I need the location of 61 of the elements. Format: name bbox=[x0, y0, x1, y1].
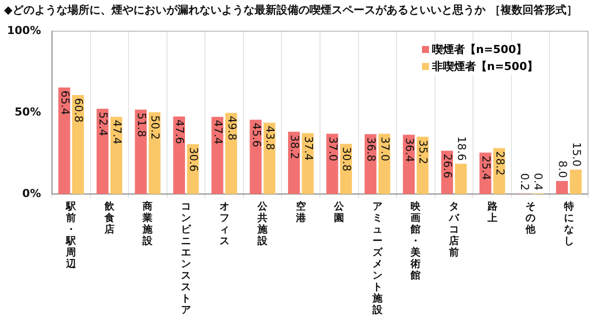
bar bbox=[72, 95, 84, 194]
data-label: 45.6 bbox=[250, 122, 263, 148]
data-label: 60.8 bbox=[72, 98, 86, 123]
data-label: 26.6 bbox=[441, 154, 454, 178]
x-tick-label: タバコ店前 bbox=[448, 201, 460, 258]
data-label: 0.2 bbox=[518, 173, 531, 191]
bar bbox=[96, 108, 108, 194]
x-tick-label: 駅前・駅周辺 bbox=[65, 200, 78, 270]
data-label: 49.8 bbox=[225, 116, 238, 140]
data-label: 50.2 bbox=[148, 115, 162, 140]
chart-title: ◆どのような場所に、煙やにおいが漏れないような最新設備の喫煙スペースがあるといいと思うか ［複数回答形式］ bbox=[4, 3, 578, 16]
x-tick-label: 空港 bbox=[294, 200, 307, 224]
data-label: 47.4 bbox=[212, 120, 225, 144]
x-tick-label: その他 bbox=[524, 201, 537, 236]
y-tick-label: 0% bbox=[22, 186, 41, 200]
x-tick-label: 商業施設 bbox=[142, 200, 154, 247]
bar bbox=[58, 88, 70, 194]
bar bbox=[211, 116, 224, 194]
data-label: 51.8 bbox=[134, 112, 148, 138]
data-label: 37.4 bbox=[302, 136, 315, 161]
data-label: 28.2 bbox=[493, 151, 506, 176]
data-label: 47.6 bbox=[173, 120, 186, 144]
legend-label: 非喫煙者【n=500】 bbox=[430, 59, 538, 76]
bar bbox=[173, 116, 186, 194]
x-tick-label: 映画館・美術館 bbox=[410, 200, 422, 282]
bar bbox=[264, 122, 276, 194]
data-label: 47.4 bbox=[110, 120, 124, 144]
data-label: 30.8 bbox=[340, 146, 354, 172]
data-label: 0.4 bbox=[532, 172, 545, 190]
data-label: 52.4 bbox=[96, 112, 110, 136]
y-tick-label: 100% bbox=[7, 24, 41, 38]
data-label: 43.8 bbox=[264, 126, 277, 150]
data-label: 38.2 bbox=[288, 134, 302, 160]
data-label: 8.0 bbox=[556, 160, 570, 178]
x-tick-label: 特になし bbox=[562, 200, 574, 247]
bar bbox=[570, 170, 582, 194]
category-label: コンビニエンスストア bbox=[180, 201, 191, 316]
bar bbox=[556, 180, 568, 194]
data-label: 65.4 bbox=[58, 90, 72, 116]
x-tick-label: オフィス bbox=[219, 201, 230, 247]
bar bbox=[225, 112, 238, 194]
bar bbox=[250, 120, 262, 194]
data-label: 37.0 bbox=[378, 136, 392, 162]
data-label: 36.8 bbox=[364, 137, 378, 162]
category-label: アミューズメント施設 bbox=[372, 201, 382, 316]
y-tick-label: 50% bbox=[14, 105, 41, 118]
x-tick-label: 飲食店 bbox=[103, 200, 116, 236]
data-label: 37.0 bbox=[326, 136, 340, 162]
legend-label: 喫煙者【n=500】 bbox=[430, 42, 528, 58]
bar bbox=[454, 164, 467, 194]
x-tick-label: 路上 bbox=[486, 200, 498, 224]
bar bbox=[416, 136, 429, 194]
data-label: 25.4 bbox=[480, 156, 493, 180]
x-tick-label: 公園 bbox=[333, 200, 346, 224]
x-tick-label: 公共施設 bbox=[256, 200, 269, 247]
data-label: 15.0 bbox=[570, 142, 583, 167]
bar bbox=[148, 112, 161, 194]
data-label: 18.6 bbox=[455, 136, 468, 161]
data-label: 35.2 bbox=[416, 140, 430, 164]
data-label: 30.6 bbox=[187, 147, 200, 172]
data-label: 36.4 bbox=[402, 138, 416, 162]
